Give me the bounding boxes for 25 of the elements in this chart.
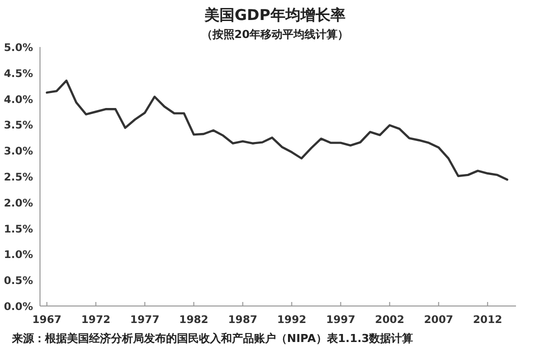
- y-tick-label: 2.5%: [4, 172, 34, 184]
- y-tick-label: 5.0%: [4, 42, 34, 54]
- x-tick-label: 1967: [32, 314, 62, 326]
- line-series: [46, 80, 508, 181]
- chart-title: 美国GDP年均增长率: [204, 6, 346, 24]
- y-tick-label: 1.5%: [4, 223, 34, 236]
- x-tick-label: 1982: [179, 314, 208, 326]
- y-tick-label: 4.5%: [4, 68, 34, 80]
- y-tick-label: 3.0%: [4, 146, 34, 158]
- x-tick-label: 1997: [326, 314, 356, 326]
- x-tick-label: 2012: [472, 314, 502, 326]
- x-tick-label: 2007: [424, 314, 454, 326]
- y-tick-label: 1.0%: [4, 249, 34, 262]
- y-tick-label: 0.5%: [4, 275, 34, 288]
- y-tick-label: 4.0%: [4, 94, 34, 106]
- x-tick-label: 1977: [130, 314, 160, 326]
- x-tick-label: 1972: [81, 314, 110, 326]
- y-tick-label: 2.0%: [4, 197, 34, 210]
- x-tick-label: 2002: [375, 314, 404, 326]
- y-tick-label: 3.5%: [4, 120, 34, 132]
- x-tick-label: 1992: [277, 314, 306, 326]
- y-tick-label: 0.0%: [4, 301, 34, 313]
- source-note: 来源：根据美国经济分析局发布的国民收入和产品账户（NIPA）表1.1.3数据计算: [11, 332, 414, 345]
- chart-subtitle: （按照20年移动平均线计算）: [201, 28, 349, 41]
- x-tick-label: 1987: [228, 314, 258, 326]
